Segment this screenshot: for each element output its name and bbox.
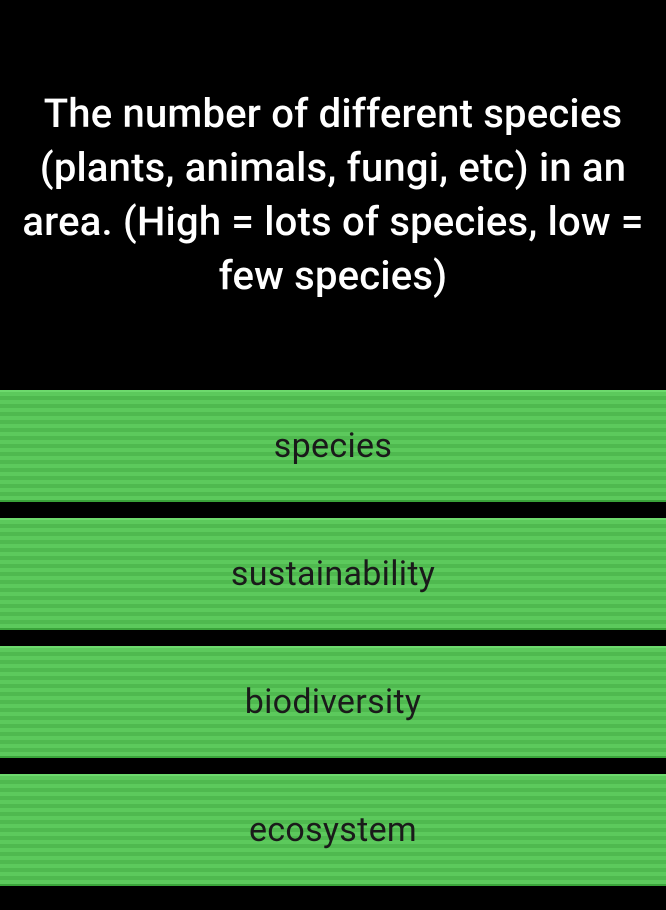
question-text: The number of different species (plants,… [10,87,656,303]
option-button-2[interactable]: sustainability [0,518,666,630]
option-label: biodiversity [245,682,422,722]
option-label: species [274,426,392,466]
options-area: species sustainability biodiversity ecos… [0,390,666,886]
option-button-4[interactable]: ecosystem [0,774,666,886]
question-area: The number of different species (plants,… [0,0,666,390]
option-label: ecosystem [249,810,417,850]
option-button-1[interactable]: species [0,390,666,502]
option-button-3[interactable]: biodiversity [0,646,666,758]
option-label: sustainability [231,554,435,594]
